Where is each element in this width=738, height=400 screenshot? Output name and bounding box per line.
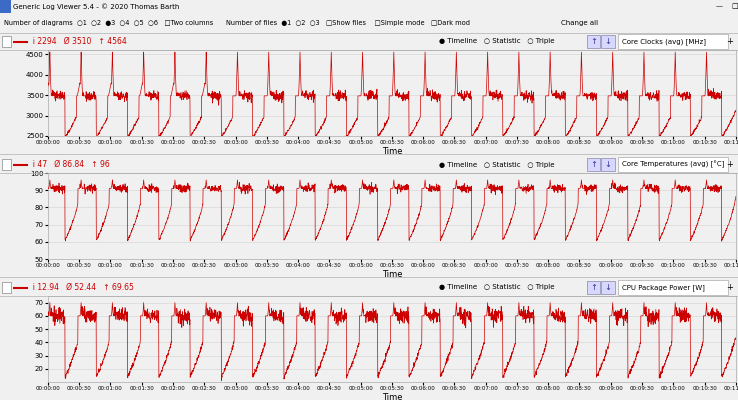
Text: Generic Log Viewer 5.4 - © 2020 Thomas Barth: Generic Log Viewer 5.4 - © 2020 Thomas B…: [13, 3, 179, 10]
FancyBboxPatch shape: [618, 34, 728, 49]
Text: Core Temperatures (avg) [°C]: Core Temperatures (avg) [°C]: [622, 161, 725, 168]
Text: +: +: [725, 160, 733, 169]
FancyBboxPatch shape: [587, 35, 600, 48]
Text: ● Timeline   ○ Statistic   ○ Triple: ● Timeline ○ Statistic ○ Triple: [439, 284, 555, 290]
FancyBboxPatch shape: [601, 281, 615, 294]
Text: ↓: ↓: [604, 283, 612, 292]
X-axis label: Time: Time: [382, 270, 402, 278]
FancyBboxPatch shape: [587, 158, 600, 171]
FancyBboxPatch shape: [618, 280, 728, 295]
Text: CPU Package Power [W]: CPU Package Power [W]: [622, 284, 705, 291]
FancyBboxPatch shape: [601, 35, 615, 48]
Text: Core Clocks (avg) [MHz]: Core Clocks (avg) [MHz]: [622, 38, 706, 45]
FancyBboxPatch shape: [601, 158, 615, 171]
Text: ↓: ↓: [604, 37, 612, 46]
Text: ↑: ↑: [590, 160, 597, 169]
Text: Number of diagrams  ○1  ○2  ●3  ○4  ○5  ○6   □Two columns      Number of files  : Number of diagrams ○1 ○2 ●3 ○4 ○5 ○6 □Tw…: [4, 20, 469, 26]
Bar: [2, 36, 11, 48]
Text: i 2294   Ø 3510   ↑ 4564: i 2294 Ø 3510 ↑ 4564: [28, 37, 127, 46]
X-axis label: Time: Time: [382, 146, 402, 156]
FancyBboxPatch shape: [587, 281, 600, 294]
Text: Change all: Change all: [561, 20, 598, 26]
Bar: [2, 158, 11, 170]
Text: ↑: ↑: [590, 37, 597, 46]
FancyBboxPatch shape: [618, 157, 728, 172]
Text: ● Timeline   ○ Statistic   ○ Triple: ● Timeline ○ Statistic ○ Triple: [439, 162, 555, 168]
Text: +: +: [725, 283, 733, 292]
Text: ↓: ↓: [604, 160, 612, 169]
Text: i 12.94   Ø 52.44   ↑ 69.65: i 12.94 Ø 52.44 ↑ 69.65: [28, 283, 134, 292]
Text: ↑: ↑: [590, 283, 597, 292]
Text: +: +: [725, 37, 733, 46]
X-axis label: Time: Time: [382, 392, 402, 400]
Text: i 47   Ø 86.84   ↑ 96: i 47 Ø 86.84 ↑ 96: [28, 160, 110, 169]
Text: —    □    ✕: — □ ✕: [716, 4, 738, 10]
Bar: [2, 282, 11, 294]
Text: ● Timeline   ○ Statistic   ○ Triple: ● Timeline ○ Statistic ○ Triple: [439, 38, 555, 44]
Bar: [0, 0, 11, 13]
